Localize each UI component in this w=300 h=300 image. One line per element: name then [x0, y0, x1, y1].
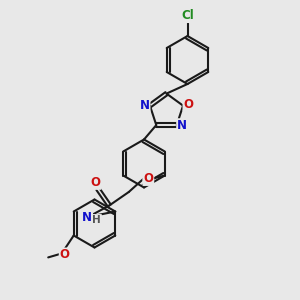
Text: O: O — [91, 176, 100, 189]
Text: O: O — [183, 98, 194, 111]
Text: O: O — [60, 248, 70, 262]
Text: N: N — [177, 119, 187, 132]
Text: Cl: Cl — [181, 9, 194, 22]
Text: O: O — [143, 172, 153, 185]
Text: N: N — [82, 211, 92, 224]
Text: H: H — [92, 215, 101, 225]
Text: N: N — [140, 98, 150, 112]
